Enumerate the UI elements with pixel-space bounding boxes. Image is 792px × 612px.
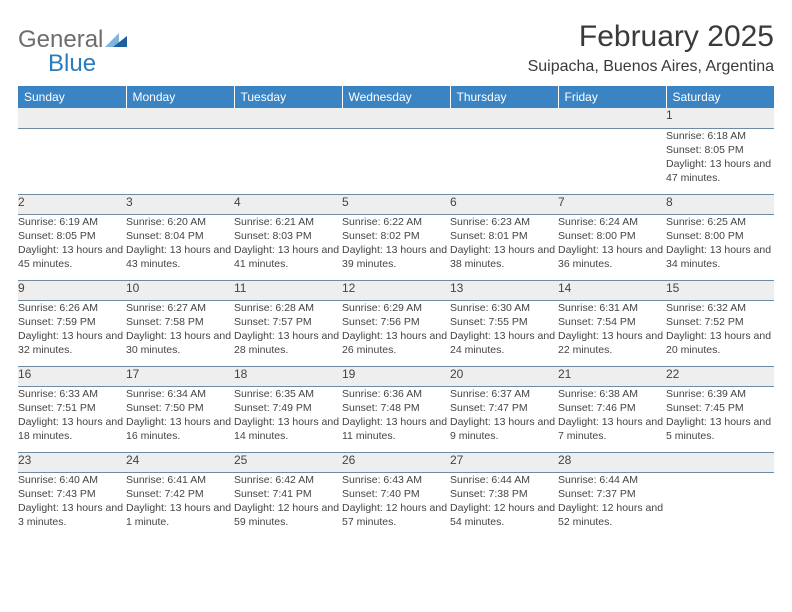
weekday-header: Saturday [666, 86, 774, 108]
day-number-row: 1 [18, 108, 774, 128]
day-detail-cell: Sunrise: 6:28 AMSunset: 7:57 PMDaylight:… [234, 300, 342, 366]
day-number-cell: 20 [450, 366, 558, 386]
day-detail-cell [234, 128, 342, 194]
day-number-cell: 17 [126, 366, 234, 386]
day-number-cell: 2 [18, 194, 126, 214]
day-detail-cell: Sunrise: 6:20 AMSunset: 8:04 PMDaylight:… [126, 214, 234, 280]
day-number-cell: 3 [126, 194, 234, 214]
day-number-cell: 25 [234, 452, 342, 472]
day-detail-cell: Sunrise: 6:24 AMSunset: 8:00 PMDaylight:… [558, 214, 666, 280]
day-detail-cell: Sunrise: 6:41 AMSunset: 7:42 PMDaylight:… [126, 472, 234, 538]
day-number-cell: 4 [234, 194, 342, 214]
day-number-cell: 11 [234, 280, 342, 300]
day-detail-cell [342, 128, 450, 194]
location-text: Suipacha, Buenos Aires, Argentina [528, 58, 774, 76]
day-number-cell: 26 [342, 452, 450, 472]
day-detail-cell [666, 472, 774, 538]
day-number-cell: 24 [126, 452, 234, 472]
day-detail-row: Sunrise: 6:33 AMSunset: 7:51 PMDaylight:… [18, 386, 774, 452]
day-detail-cell: Sunrise: 6:36 AMSunset: 7:48 PMDaylight:… [342, 386, 450, 452]
day-detail-cell: Sunrise: 6:22 AMSunset: 8:02 PMDaylight:… [342, 214, 450, 280]
day-number-cell: 8 [666, 194, 774, 214]
month-title: February 2025 [528, 20, 774, 54]
weekday-header-row: Sunday Monday Tuesday Wednesday Thursday… [18, 86, 774, 108]
day-number-cell: 16 [18, 366, 126, 386]
day-number-row: 9101112131415 [18, 280, 774, 300]
calendar-body: 1Sunrise: 6:18 AMSunset: 8:05 PMDaylight… [18, 108, 774, 538]
day-detail-cell: Sunrise: 6:23 AMSunset: 8:01 PMDaylight:… [450, 214, 558, 280]
day-detail-cell: Sunrise: 6:44 AMSunset: 7:38 PMDaylight:… [450, 472, 558, 538]
day-detail-cell: Sunrise: 6:38 AMSunset: 7:46 PMDaylight:… [558, 386, 666, 452]
day-number-cell: 22 [666, 366, 774, 386]
day-detail-cell: Sunrise: 6:19 AMSunset: 8:05 PMDaylight:… [18, 214, 126, 280]
logo-text-blue: Blue [48, 50, 96, 78]
weekday-header: Sunday [18, 86, 126, 108]
weekday-header: Tuesday [234, 86, 342, 108]
day-number-cell: 7 [558, 194, 666, 214]
day-number-cell [342, 108, 450, 128]
day-number-cell: 6 [450, 194, 558, 214]
day-number-cell: 14 [558, 280, 666, 300]
day-number-row: 16171819202122 [18, 366, 774, 386]
logo-triangle-icon [105, 26, 127, 54]
day-number-cell: 19 [342, 366, 450, 386]
day-number-cell: 23 [18, 452, 126, 472]
day-detail-cell [18, 128, 126, 194]
day-number-cell: 5 [342, 194, 450, 214]
weekday-header: Friday [558, 86, 666, 108]
day-detail-cell: Sunrise: 6:32 AMSunset: 7:52 PMDaylight:… [666, 300, 774, 366]
weekday-header: Monday [126, 86, 234, 108]
brand-logo: General [18, 20, 128, 54]
day-detail-row: Sunrise: 6:19 AMSunset: 8:05 PMDaylight:… [18, 214, 774, 280]
day-number-cell [450, 108, 558, 128]
day-detail-cell: Sunrise: 6:29 AMSunset: 7:56 PMDaylight:… [342, 300, 450, 366]
day-detail-cell: Sunrise: 6:37 AMSunset: 7:47 PMDaylight:… [450, 386, 558, 452]
day-number-cell: 13 [450, 280, 558, 300]
day-number-cell: 27 [450, 452, 558, 472]
day-number-cell: 28 [558, 452, 666, 472]
day-number-cell: 9 [18, 280, 126, 300]
day-number-cell [126, 108, 234, 128]
weekday-header: Wednesday [342, 86, 450, 108]
weekday-header: Thursday [450, 86, 558, 108]
day-detail-row: Sunrise: 6:40 AMSunset: 7:43 PMDaylight:… [18, 472, 774, 538]
day-number-row: 232425262728 [18, 452, 774, 472]
day-number-cell: 12 [342, 280, 450, 300]
day-detail-cell: Sunrise: 6:42 AMSunset: 7:41 PMDaylight:… [234, 472, 342, 538]
day-detail-cell [450, 128, 558, 194]
day-detail-cell: Sunrise: 6:34 AMSunset: 7:50 PMDaylight:… [126, 386, 234, 452]
day-detail-cell: Sunrise: 6:25 AMSunset: 8:00 PMDaylight:… [666, 214, 774, 280]
day-number-cell: 10 [126, 280, 234, 300]
day-detail-cell: Sunrise: 6:44 AMSunset: 7:37 PMDaylight:… [558, 472, 666, 538]
day-detail-row: Sunrise: 6:18 AMSunset: 8:05 PMDaylight:… [18, 128, 774, 194]
day-number-row: 2345678 [18, 194, 774, 214]
day-number-cell [18, 108, 126, 128]
day-detail-cell [126, 128, 234, 194]
day-detail-cell: Sunrise: 6:33 AMSunset: 7:51 PMDaylight:… [18, 386, 126, 452]
day-number-cell: 15 [666, 280, 774, 300]
day-detail-cell: Sunrise: 6:31 AMSunset: 7:54 PMDaylight:… [558, 300, 666, 366]
day-detail-cell: Sunrise: 6:18 AMSunset: 8:05 PMDaylight:… [666, 128, 774, 194]
day-number-cell: 1 [666, 108, 774, 128]
day-number-cell [558, 108, 666, 128]
day-number-cell [234, 108, 342, 128]
day-detail-cell: Sunrise: 6:35 AMSunset: 7:49 PMDaylight:… [234, 386, 342, 452]
day-detail-cell [558, 128, 666, 194]
day-detail-row: Sunrise: 6:26 AMSunset: 7:59 PMDaylight:… [18, 300, 774, 366]
title-block: February 2025 Suipacha, Buenos Aires, Ar… [528, 20, 774, 76]
day-detail-cell: Sunrise: 6:21 AMSunset: 8:03 PMDaylight:… [234, 214, 342, 280]
day-detail-cell: Sunrise: 6:27 AMSunset: 7:58 PMDaylight:… [126, 300, 234, 366]
day-number-cell: 18 [234, 366, 342, 386]
day-detail-cell: Sunrise: 6:40 AMSunset: 7:43 PMDaylight:… [18, 472, 126, 538]
page-header: General February 2025 Suipacha, Buenos A… [18, 20, 774, 76]
day-detail-cell: Sunrise: 6:43 AMSunset: 7:40 PMDaylight:… [342, 472, 450, 538]
day-detail-cell: Sunrise: 6:26 AMSunset: 7:59 PMDaylight:… [18, 300, 126, 366]
day-number-cell: 21 [558, 366, 666, 386]
day-number-cell [666, 452, 774, 472]
calendar-table: Sunday Monday Tuesday Wednesday Thursday… [18, 86, 774, 538]
day-detail-cell: Sunrise: 6:30 AMSunset: 7:55 PMDaylight:… [450, 300, 558, 366]
day-detail-cell: Sunrise: 6:39 AMSunset: 7:45 PMDaylight:… [666, 386, 774, 452]
